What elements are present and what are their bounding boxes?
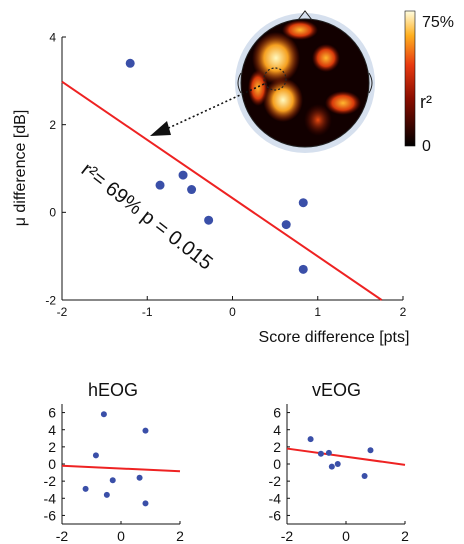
heog-data-point	[92, 452, 99, 459]
main-data-point	[298, 198, 308, 208]
veog-y-tick-label: -4	[269, 490, 282, 506]
heog-regression-line	[61, 464, 181, 473]
main-y-tick-label: 2	[49, 118, 56, 132]
veog-y-tick-label: 2	[273, 439, 281, 455]
heog-y-tick-label: -4	[44, 490, 57, 506]
main-regression-line	[61, 80, 383, 301]
main-x-tick-label: 2	[400, 305, 407, 319]
heog-x-tick-label: 0	[117, 528, 125, 544]
main-data-point	[187, 185, 197, 195]
veog-data-point	[328, 463, 335, 470]
heog-data-point	[109, 477, 116, 484]
veog-data-point	[325, 449, 332, 456]
heog-y-tick-label: -2	[44, 473, 57, 489]
veog-data-point	[307, 436, 314, 443]
nose-marker	[297, 10, 313, 21]
veog-data-point	[317, 450, 324, 457]
colorbar-min-label: 0	[422, 138, 431, 155]
heog-data-point	[82, 485, 89, 492]
veog-x-tick-label: 2	[401, 528, 409, 544]
left-ear	[237, 72, 242, 94]
heog-x-tick-label: 2	[176, 528, 184, 544]
main-x-tick-label: -1	[142, 305, 153, 319]
heog-data-point	[142, 427, 149, 434]
heog-y-tick-label: 0	[48, 456, 56, 472]
head-outline	[240, 18, 370, 148]
veog-y-tick-label: -2	[269, 473, 282, 489]
main-y-tick-label: 0	[49, 206, 56, 220]
main-data-point	[155, 180, 165, 190]
veog-title: vEOG	[312, 380, 361, 400]
heog-y-tick-label: 6	[48, 405, 56, 421]
main-x-tick-label: 0	[229, 305, 236, 319]
colorbar: 75% 0 r²	[404, 10, 454, 155]
main-x-tick-label: -2	[57, 305, 68, 319]
main-data-point	[281, 220, 291, 230]
colorbar-max-label: 75%	[422, 14, 454, 31]
heog-y-tick-label: -6	[44, 507, 57, 523]
veog-data-point	[367, 447, 374, 454]
veog-x-tick-label: 0	[342, 528, 350, 544]
heog-data-point	[136, 474, 143, 481]
heog-data-point	[142, 500, 149, 507]
veog-x-tick-label: -2	[281, 528, 294, 544]
main-scatter-panel: -2 0 2 4 -2 -1 0 1 2 Score difference [pts] μ d…	[12, 10, 454, 346]
veog-y-tick-label: 6	[273, 405, 281, 421]
heog-data-point	[100, 411, 107, 418]
colorbar-label: r²	[420, 92, 432, 112]
veog-y-tick-label: -6	[269, 507, 282, 523]
veog-data-point	[334, 461, 341, 467]
veog-data-point	[361, 473, 368, 479]
main-y-axis-label: μ difference [dB]	[12, 110, 29, 227]
heog-data-point	[103, 491, 110, 498]
heog-x-tick-label: -2	[56, 528, 69, 544]
veog-y-tick-label: 4	[273, 422, 281, 438]
region-of-interest-circle	[263, 67, 287, 91]
colorbar-gradient	[404, 10, 416, 147]
scalp-heatmap-inset	[235, 10, 375, 153]
veog-y-tick-label: 0	[273, 456, 281, 472]
heog-y-tick-label: 4	[48, 422, 56, 438]
veog-regression-line	[286, 447, 406, 466]
heog-title: hEOG	[88, 380, 138, 400]
main-y-tick-label: -2	[45, 293, 56, 307]
main-data-point	[125, 58, 135, 68]
main-x-tick-label: 1	[314, 305, 321, 319]
arrow-head	[150, 121, 171, 136]
main-data-point	[298, 264, 308, 274]
main-data-point	[204, 215, 214, 225]
heog-y-tick-label: 2	[48, 439, 56, 455]
right-ear	[368, 72, 373, 94]
stats-annotation: r²= 69% p = 0.015	[77, 159, 217, 275]
main-x-axis-label: Score difference [pts]	[259, 329, 410, 346]
inset-pointer-arrow	[150, 83, 265, 136]
main-data-point	[178, 170, 188, 180]
main-y-tick-label: 4	[49, 30, 56, 44]
